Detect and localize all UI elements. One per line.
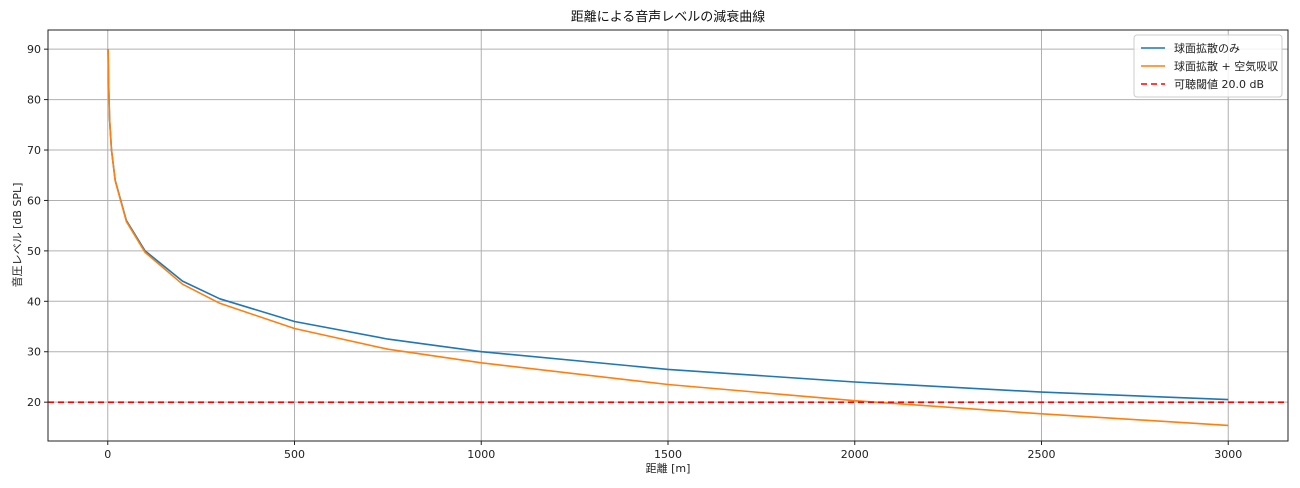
x-axis-title: 距離 [m] [646,461,691,475]
series-line-1 [107,49,1229,427]
chart-title: 距離による音声レベルの減衰曲線 [571,9,766,25]
y-tick-label: 60 [27,194,41,207]
x-tick-label: 1000 [467,448,495,461]
y-axis-title: 音圧レベル [dB SPL] [10,183,24,288]
x-tick-label: 2000 [841,448,869,461]
x-tick-label: 3000 [1214,448,1242,461]
grid [48,30,1288,441]
legend-label-1: 球面拡散 + 空気吸収 [1174,59,1278,73]
y-tick-label: 90 [27,43,41,56]
legend-box [1133,34,1283,98]
y-tick-label: 20 [27,396,41,409]
y-tick-label: 40 [27,295,41,308]
x-tick-label: 2500 [1027,448,1055,461]
legend-label-0: 球面拡散のみ [1174,41,1240,55]
y-ticks: 20 30 40 50 60 70 80 90 [27,43,48,409]
x-ticks: 0 500 1000 1500 2000 2500 3000 [104,441,1242,461]
x-tick-label: 1500 [654,448,682,461]
legend-label-2: 可聴閾値 20.0 dB [1174,78,1264,91]
y-tick-label: 50 [27,245,41,258]
y-tick-label: 30 [27,346,41,359]
x-tick-label: 0 [104,448,111,461]
y-tick-label: 70 [27,144,41,157]
x-tick-label: 500 [284,448,305,461]
y-tick-label: 80 [27,94,41,107]
plot-lines [48,49,1288,427]
